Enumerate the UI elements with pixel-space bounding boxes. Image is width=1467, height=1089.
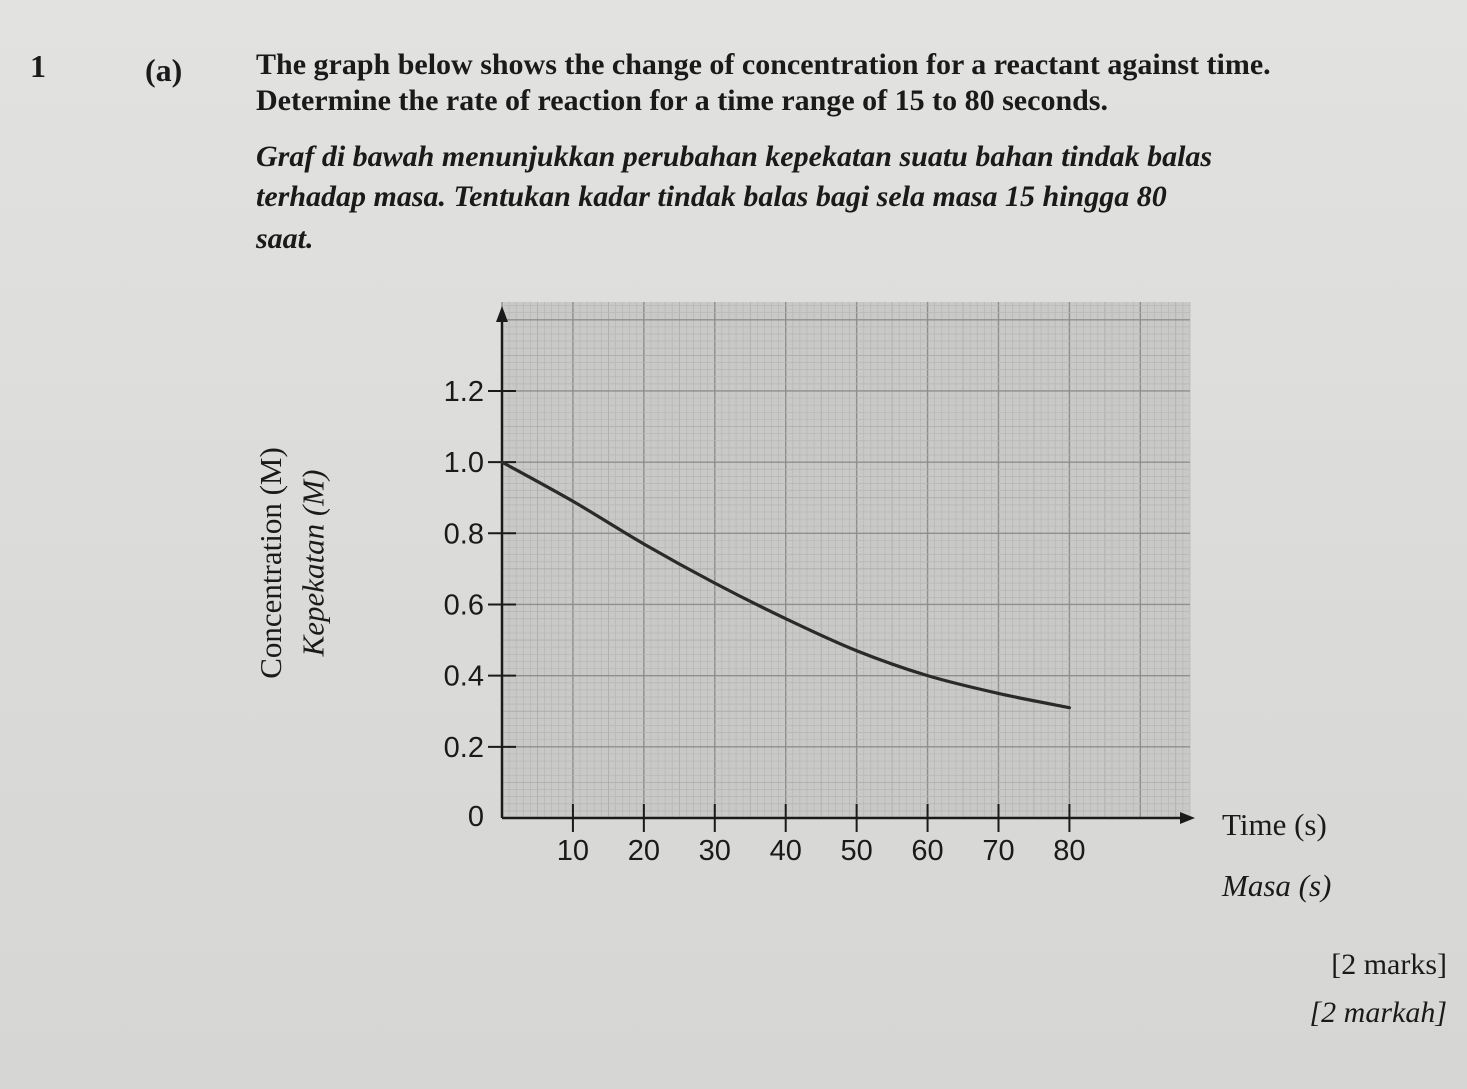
- y-tick-label: 1.2: [444, 376, 484, 408]
- x-tick-label: 10: [557, 835, 589, 867]
- concentration-curve: [500, 460, 1072, 710]
- question-text-ms-3: saat.: [256, 222, 314, 255]
- marks-en: [2 marks]: [1331, 948, 1447, 981]
- question-text-ms-2: terhadap masa. Tentukan kadar tindak bal…: [256, 180, 1167, 213]
- y-tick-label: 0.8: [444, 518, 484, 550]
- x-tick-label: 70: [982, 835, 1014, 867]
- y-axis-label-ms: Kepekatan (M): [295, 469, 331, 657]
- question-text-en-2: Determine the rate of reaction for a tim…: [256, 84, 1108, 117]
- y-tick-label: 0.6: [444, 589, 484, 621]
- x-tick-label: 40: [770, 835, 802, 867]
- x-axis-label-ms: Masa (s): [1222, 868, 1332, 903]
- x-tick-label: 50: [841, 835, 873, 867]
- question-text-ms-1: Graf di bawah menunjukkan perubahan kepe…: [256, 140, 1213, 173]
- x-tick-label: 20: [628, 835, 660, 867]
- question-number: 1: [30, 48, 46, 84]
- y-tick-label: 0.4: [444, 661, 484, 693]
- x-tick-label: 80: [1053, 835, 1085, 867]
- x-axis-label: Time (s): [1222, 807, 1327, 842]
- x-tick-label: 60: [911, 835, 943, 867]
- x-tick-label: 30: [699, 835, 731, 867]
- y-axis-arrow-icon: [496, 306, 508, 322]
- question-text-en-1: The graph below shows the change of conc…: [256, 48, 1271, 81]
- y-axis-label: Concentration (M): [252, 447, 288, 679]
- y-tick-label: 0: [468, 801, 484, 833]
- y-tick-label: 1.0: [444, 447, 484, 479]
- graph-paper: [502, 302, 1190, 818]
- question-part: (a): [145, 52, 183, 88]
- x-axis-arrow-icon: [1180, 812, 1195, 824]
- y-tick-label: 0.2: [444, 732, 484, 764]
- marks-ms: [2 markah]: [1309, 996, 1447, 1029]
